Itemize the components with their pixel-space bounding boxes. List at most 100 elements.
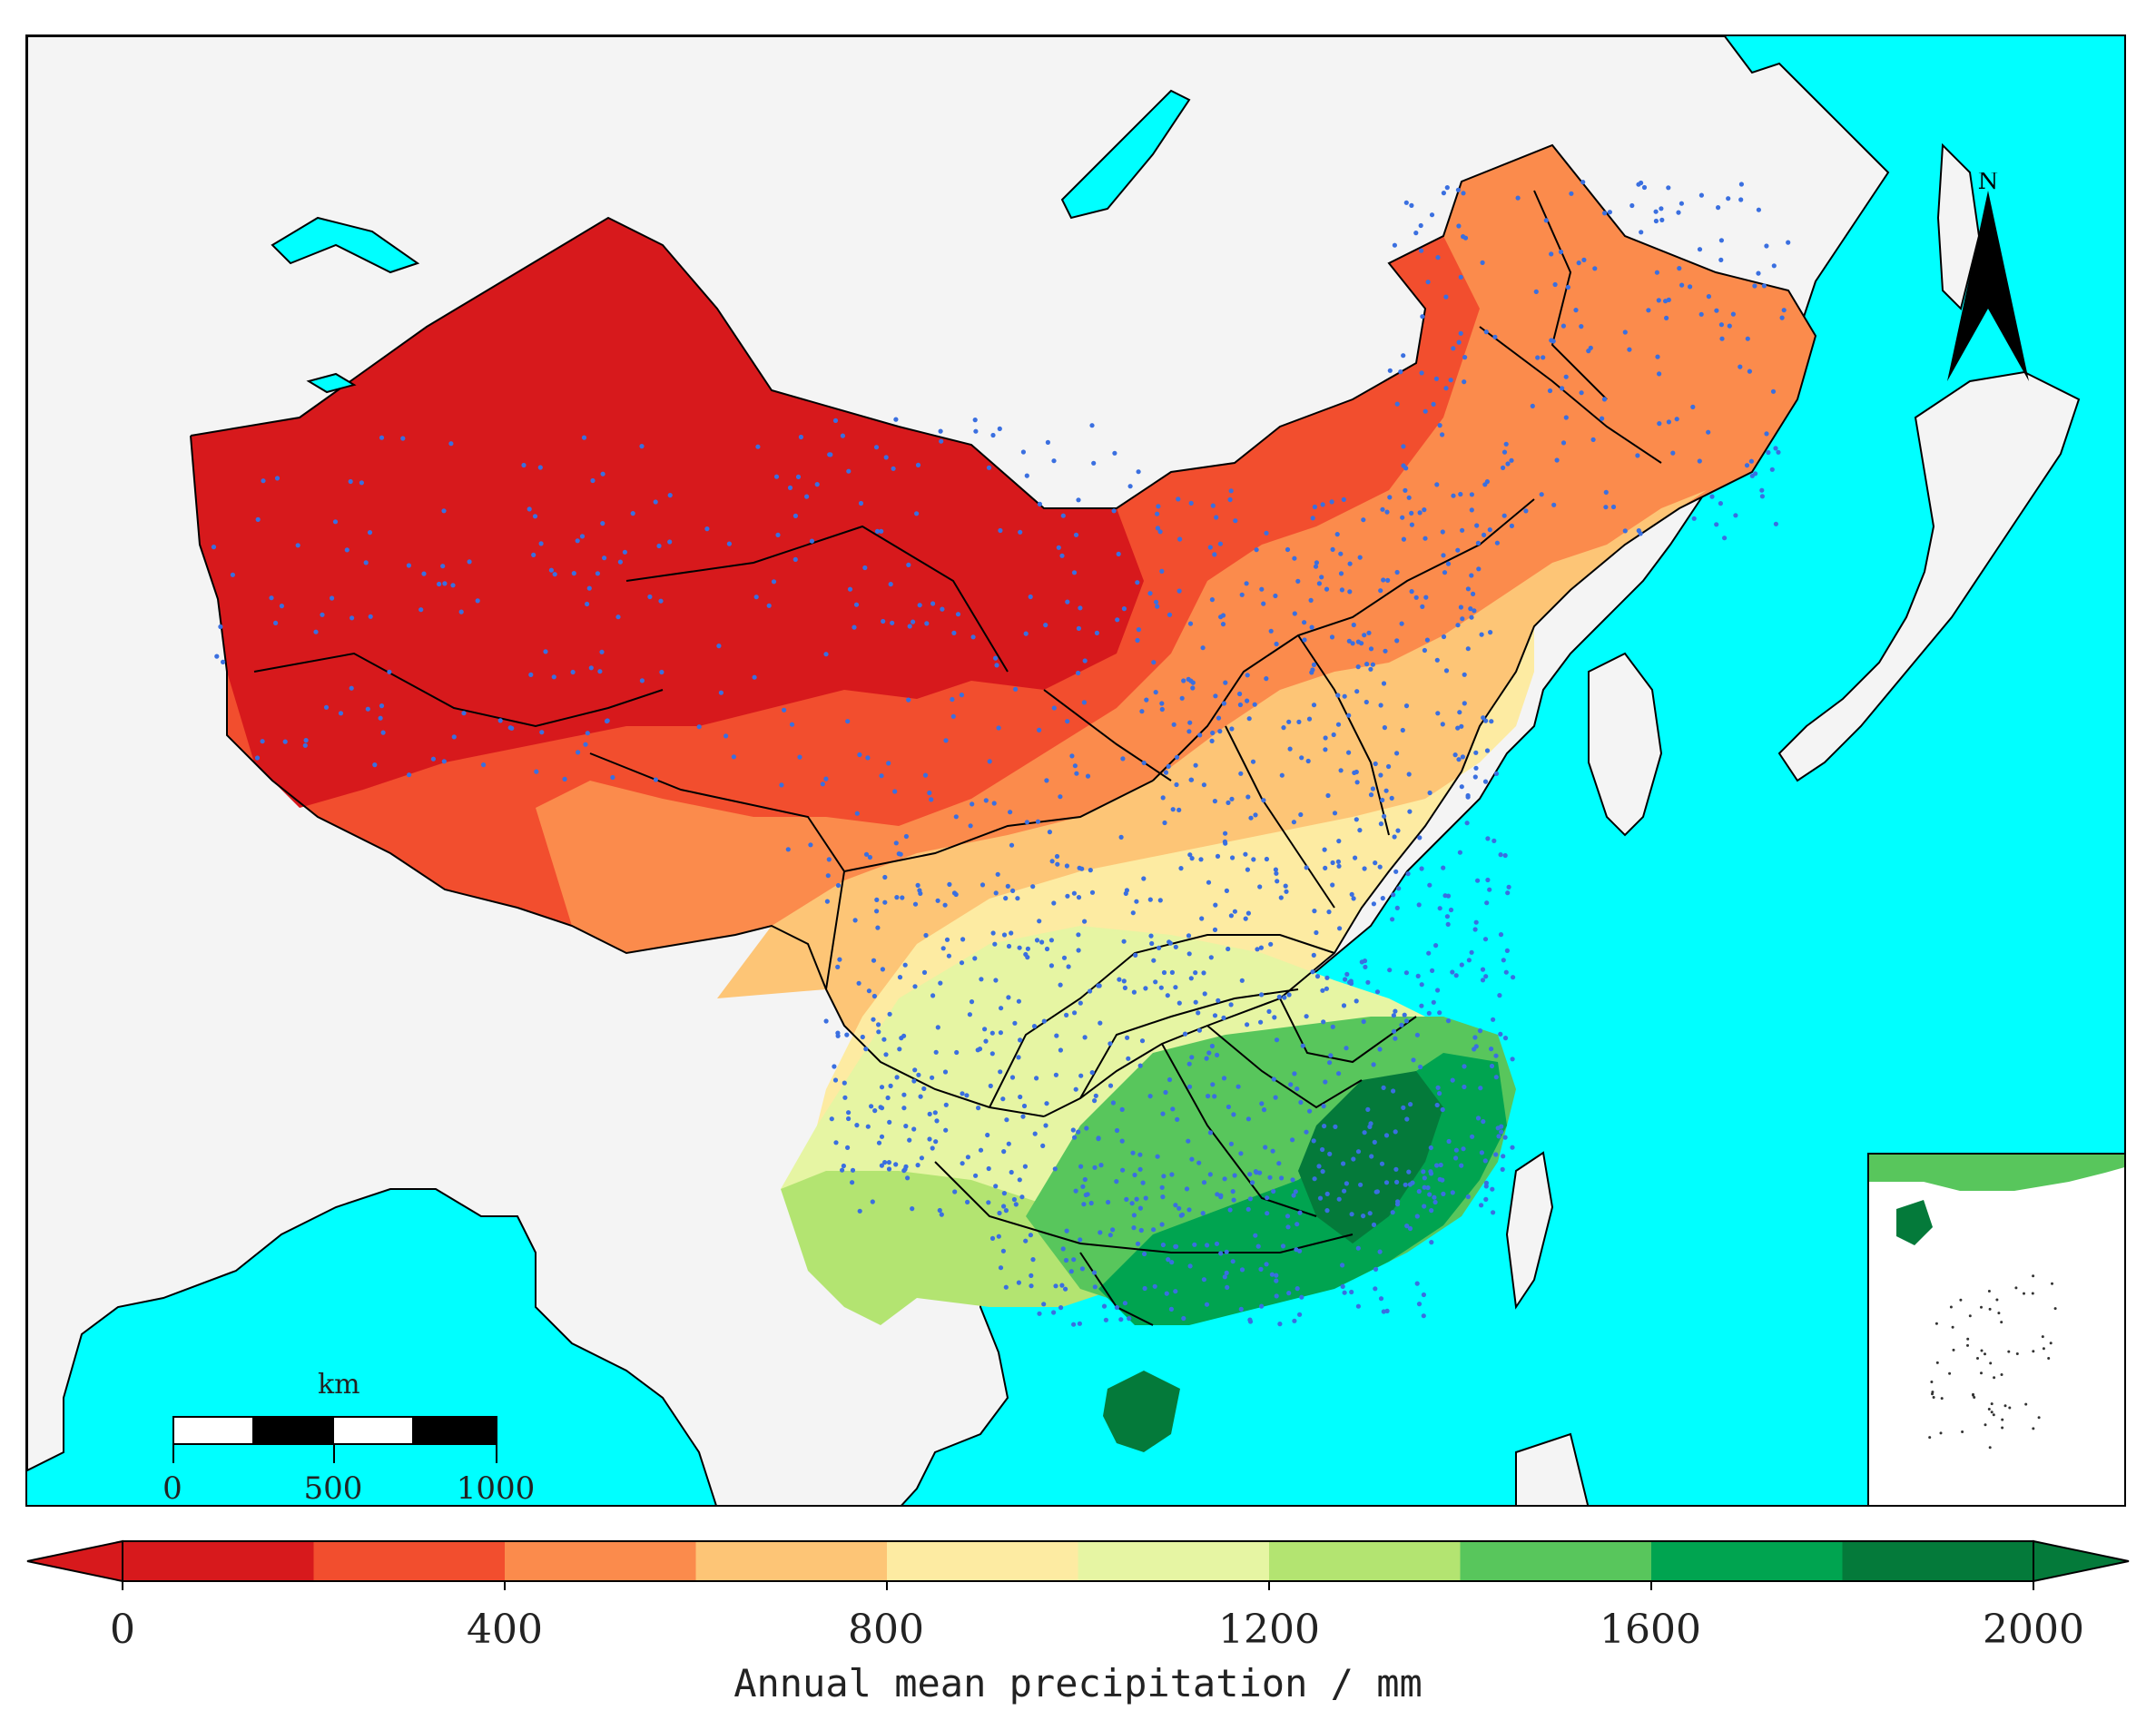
station-point [1492,334,1498,339]
station-point [987,759,992,764]
station-point [1063,1257,1069,1263]
station-point [989,1051,995,1057]
station-point [1218,1194,1224,1200]
station-point [752,674,757,680]
station-point [1279,772,1285,778]
station-point [1706,294,1711,300]
station-point [1264,530,1269,536]
station-point [1151,958,1157,963]
station-point [1261,601,1266,606]
station-point [1470,1134,1475,1139]
station-point [893,417,899,422]
station-point [1116,551,1121,557]
station-point [1438,1162,1443,1168]
station-point [1155,1154,1160,1159]
station-point [1393,1129,1398,1135]
station-point [1373,860,1378,866]
station-point [1121,939,1127,944]
station-point [866,988,872,994]
station-point [1603,489,1609,495]
station-point [1199,916,1205,921]
station-point [1576,260,1581,266]
station-point [1441,1191,1446,1196]
station-point [1460,616,1465,622]
station-point [1121,978,1127,984]
station-point [1176,1000,1182,1006]
station-point [1381,681,1387,686]
station-point [1355,1149,1362,1155]
station-point [1314,560,1319,565]
station-point [1173,1289,1178,1294]
station-point [1419,982,1424,988]
station-point [1251,857,1256,862]
station-point [1362,1130,1367,1135]
station-point [1206,880,1212,885]
station-point [1320,988,1325,993]
station-point [1013,686,1019,692]
station-point [218,624,223,630]
station-point [1505,890,1511,896]
station-point [1250,759,1256,764]
station-point [1323,747,1328,752]
station-point [1374,989,1381,995]
station-point [1498,932,1504,938]
station-point [1403,970,1409,976]
station-point [1210,503,1216,508]
station-point [1160,1242,1166,1248]
station-point [1265,1211,1270,1216]
station-point [1093,1093,1098,1098]
inset-island [2000,1373,2003,1376]
station-point [1110,1100,1116,1106]
station-point [892,789,898,794]
inset-island [2003,1404,2007,1408]
station-point [1394,401,1400,407]
station-point [1248,815,1254,821]
station-point [1773,446,1778,451]
station-point [1706,429,1711,435]
station-point [1245,910,1251,916]
station-point [579,534,586,539]
station-point [1573,308,1579,313]
station-point [1458,491,1463,497]
station-point [1745,336,1750,341]
station-point [1285,1224,1291,1230]
station-point [938,428,943,434]
station-point [874,528,881,535]
station-point [1176,588,1182,594]
station-point [1753,471,1758,477]
station-point [845,719,851,724]
station-point [771,579,777,585]
station-point [1501,465,1506,470]
station-point [1482,937,1489,942]
station-point [1080,1184,1086,1189]
station-point [1213,902,1218,908]
station-point [1207,545,1213,550]
station-point [1166,1257,1171,1263]
station-point [1338,571,1344,576]
station-point [1276,994,1282,999]
station-point [1401,536,1406,542]
station-point [1329,499,1334,505]
station-point [1460,527,1465,533]
station-point [1425,1184,1431,1191]
map-frame: N km 0 500 1000 [25,34,2126,1507]
station-point [907,1137,912,1143]
station-point [653,499,658,505]
station-point [1409,522,1414,527]
station-point [658,598,664,604]
station-point [1401,444,1406,449]
station-point [1224,1270,1229,1275]
station-point [1432,1199,1438,1205]
inset-island [1989,1361,1993,1365]
station-point [1068,1269,1074,1274]
station-point [1030,884,1036,890]
station-point [1483,1180,1489,1185]
station-point [1442,570,1448,575]
station-point [437,581,442,587]
station-point [1654,270,1659,275]
station-point [835,1030,841,1036]
station-point [867,854,873,860]
station-point [1440,529,1445,535]
station-point [993,1184,999,1189]
station-point [1404,1224,1410,1229]
